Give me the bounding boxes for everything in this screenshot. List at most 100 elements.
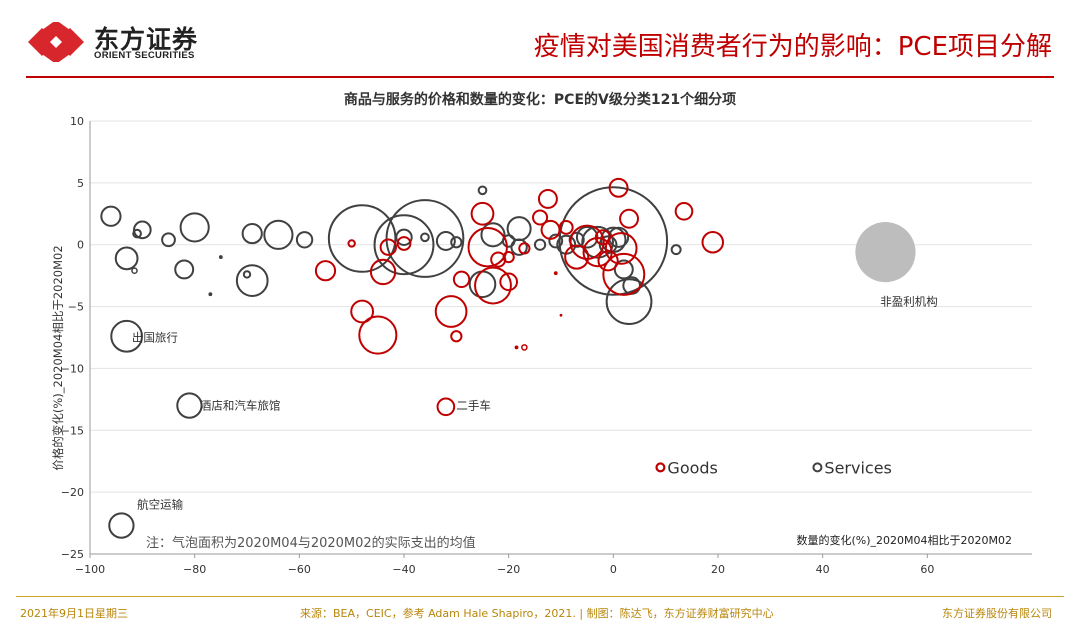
y-tick-label: 5 bbox=[77, 177, 84, 190]
bubble-goods-10 bbox=[452, 270, 471, 289]
legend-marker-services bbox=[812, 462, 823, 473]
x-tick-label: −60 bbox=[288, 563, 311, 576]
bubble-services-25 bbox=[477, 185, 488, 196]
footer-divider bbox=[16, 596, 1064, 597]
bubble-goods-9 bbox=[436, 397, 456, 417]
bubble-services-0 bbox=[100, 205, 122, 227]
x-tick-labels: −100 −80 −60 −40 −20 0 20 40 60 bbox=[75, 554, 934, 576]
bubble-services-30 bbox=[468, 270, 497, 299]
y-tick-labels: 10 5 0 −5 −10 −15 −20 −25 bbox=[61, 115, 84, 561]
bubble-services-20 bbox=[385, 199, 465, 278]
brand-logo: 东方证券 ORIENT SECURITIES bbox=[28, 20, 238, 68]
bubble-services-8 bbox=[108, 512, 135, 539]
bubble-goods-5 bbox=[379, 238, 397, 256]
legend-label-services: Services bbox=[824, 458, 891, 477]
bubble-goods-36 bbox=[701, 231, 725, 254]
bubble-services-13 bbox=[242, 270, 252, 279]
y-axis-title: 价格的变化(%)_2020M04相比于2020M02 bbox=[51, 245, 65, 470]
x-tick-label: 0 bbox=[610, 563, 617, 576]
bubble-services-2 bbox=[132, 228, 142, 239]
bubble-services-24 bbox=[450, 236, 463, 249]
page-title: 疫情对美国消费者行为的影响：PCE项目分解 bbox=[533, 32, 1052, 62]
x-tick-label: −100 bbox=[75, 563, 105, 576]
legend-label-goods: Goods bbox=[667, 458, 717, 477]
y-tick-label: −20 bbox=[61, 486, 84, 499]
x-tick-label: 60 bbox=[920, 563, 934, 576]
chart-note: 注：气泡面积为2020M04与2020M02的实际支出的均值 bbox=[146, 535, 476, 551]
x-tick-label: 20 bbox=[711, 563, 725, 576]
orient-diamond-icon bbox=[28, 22, 84, 62]
bubble-goods-11 bbox=[467, 226, 508, 268]
bubble-services-28 bbox=[506, 216, 532, 242]
y-tick-label: −15 bbox=[61, 424, 84, 437]
axis-layer bbox=[89, 121, 1032, 555]
annotation-label-1: 酒店和汽车旅馆 bbox=[200, 399, 281, 413]
bubble-goods-3 bbox=[358, 315, 398, 355]
bubble-goods-25 bbox=[558, 219, 574, 235]
footer-source: 来源：BEA，CEIC，参考 Adam Hale Shapiro，2021. |… bbox=[300, 607, 774, 620]
bubble-services-18 bbox=[327, 204, 397, 273]
logo-english-text: ORIENT SECURITIES bbox=[94, 50, 195, 61]
bubble-goods-0 bbox=[347, 239, 356, 248]
y-tick-label: −25 bbox=[61, 548, 84, 561]
x-tick-label: −40 bbox=[392, 563, 415, 576]
x-tick-label: 40 bbox=[816, 563, 830, 576]
bubble-goods-24 bbox=[559, 313, 563, 317]
bubble-services-7 bbox=[176, 392, 203, 419]
chart-title: 商品与服务的价格和数量的变化：PCE的V级分类121个细分项 bbox=[343, 92, 737, 108]
legend: Goods Services bbox=[655, 458, 892, 477]
bubble-goods-33 bbox=[619, 208, 639, 229]
y-tick-label: 0 bbox=[77, 239, 84, 252]
bubble-goods-16 bbox=[502, 250, 515, 264]
bubble-services-23 bbox=[435, 231, 456, 251]
bubble-goods-21 bbox=[537, 188, 558, 209]
bubble-services-10 bbox=[174, 259, 195, 280]
x-axis-title: 数量的变化(%)_2020M04相比于2020M02 bbox=[797, 533, 1013, 547]
title-divider bbox=[26, 76, 1054, 78]
bubble-goods-15 bbox=[499, 272, 518, 292]
bubble-goods-14 bbox=[470, 201, 495, 226]
bubble-goods-2 bbox=[350, 299, 375, 324]
bubble-goods-26 bbox=[564, 244, 590, 270]
footer-date: 2021年9月1日星期三 bbox=[20, 607, 128, 620]
bubble-goods-20 bbox=[532, 209, 549, 226]
bubble-goods-18 bbox=[521, 344, 528, 351]
bubble-services-36 bbox=[581, 225, 614, 259]
bubble-services-29 bbox=[510, 238, 528, 256]
bubble-services-34 bbox=[568, 231, 585, 248]
bubble-services-12 bbox=[208, 292, 213, 297]
bubble-services-43 bbox=[605, 278, 653, 326]
legend-marker-goods bbox=[655, 462, 666, 473]
bubble-services-45 bbox=[855, 222, 916, 283]
bubble-services-40 bbox=[558, 186, 669, 296]
annotation-label-4: 非盈利机构 bbox=[880, 295, 938, 309]
bubble-services-41 bbox=[613, 259, 634, 280]
bubble-layer bbox=[100, 177, 916, 539]
bubble-services-15 bbox=[241, 222, 263, 245]
bubble-goods-34 bbox=[594, 229, 611, 246]
x-tick-label: −20 bbox=[497, 563, 520, 576]
bubble-goods-30 bbox=[608, 177, 629, 198]
annotation-label-2: 二手车 bbox=[456, 399, 491, 413]
x-tick-label: −80 bbox=[183, 563, 206, 576]
bubble-services-5 bbox=[114, 246, 139, 271]
bubble-services-9 bbox=[131, 267, 138, 275]
bubble-services-4 bbox=[179, 212, 210, 243]
footer-company: 东方证券股份有限公司 bbox=[942, 607, 1052, 620]
bubble-services-32 bbox=[548, 233, 564, 249]
bubble-goods-12 bbox=[490, 251, 507, 268]
bubble-services-26 bbox=[480, 222, 506, 248]
annotation-label-3: 航空运输 bbox=[137, 498, 183, 512]
bubble-goods-6 bbox=[396, 236, 412, 251]
bubble-goods-31 bbox=[604, 232, 638, 265]
bubble-services-21 bbox=[395, 228, 413, 246]
bubble-services-16 bbox=[263, 219, 294, 250]
y-tick-label: −10 bbox=[61, 362, 84, 375]
bubble-goods-13 bbox=[474, 266, 512, 305]
y-tick-label: −5 bbox=[68, 301, 84, 314]
logo-chinese-text: 东方证券 bbox=[94, 25, 199, 54]
bubble-goods-35 bbox=[674, 201, 694, 221]
bubble-services-3 bbox=[161, 232, 176, 248]
